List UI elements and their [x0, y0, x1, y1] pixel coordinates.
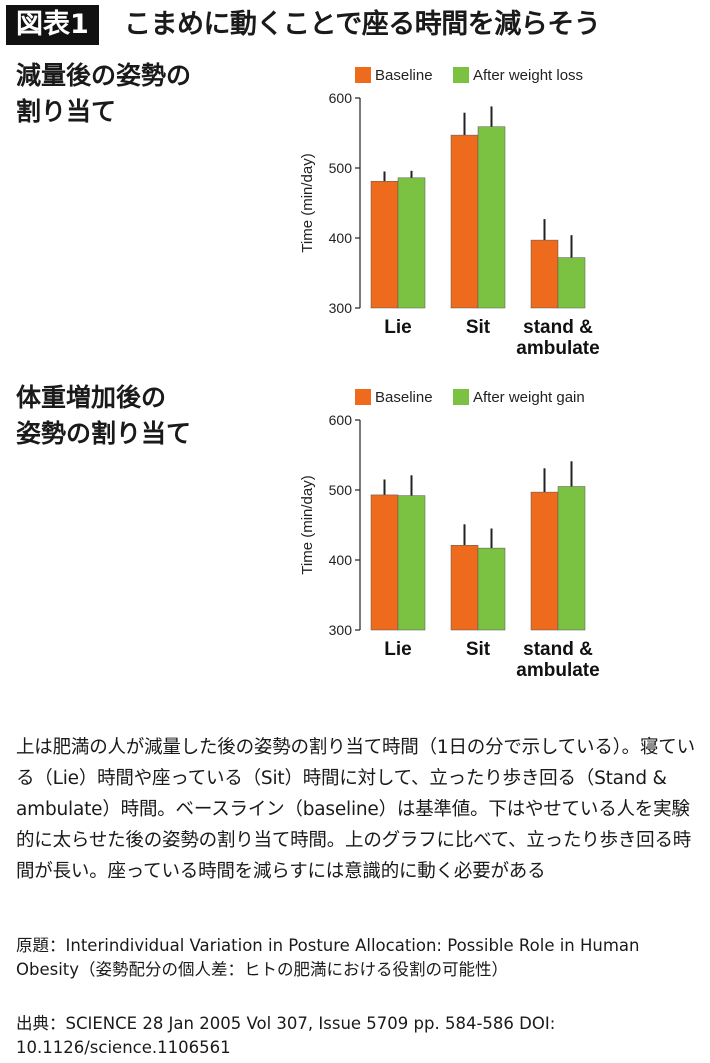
bar-0-1 [450, 545, 479, 631]
bar-1-0 [397, 177, 426, 309]
legend-label-1: After weight gain [473, 389, 585, 406]
figure-header: 図表1 こまめに動くことで座る時間を減らそう [0, 0, 710, 52]
bar-1-2 [557, 257, 586, 309]
y-tick-label-0: 300 [329, 300, 353, 316]
legend-swatch-0 [355, 67, 371, 83]
legend-swatch-0 [355, 389, 371, 405]
section-label-line: 体重増加後の [16, 383, 167, 412]
y-axis-title: Time (min/day) [299, 153, 316, 252]
bar-1-2 [557, 486, 586, 631]
bar-0-2 [530, 491, 559, 631]
legend-label-0: Baseline [375, 389, 433, 406]
bar-0-0 [370, 181, 399, 309]
category-label-2-0: stand & [523, 317, 593, 338]
bar-0-2 [530, 239, 559, 309]
bar-0-0 [370, 494, 399, 631]
category-label-2-0: stand & [523, 639, 593, 660]
y-axis-title: Time (min/day) [299, 475, 316, 574]
section-label-weight-loss: 減量後の姿勢の 割り当て [16, 58, 266, 130]
y-tick-label-3: 600 [329, 412, 353, 428]
legend-swatch-1 [453, 389, 469, 405]
category-label-1-0: Sit [466, 639, 491, 660]
category-label-2-1: ambulate [516, 660, 599, 680]
category-label-1-0: Sit [466, 317, 491, 338]
legend-label-0: Baseline [375, 67, 433, 84]
section-label-line: 減量後の姿勢の [16, 61, 192, 90]
category-label-2-1: ambulate [516, 338, 599, 358]
figure-caption: 上は肥満の人が減量した後の姿勢の割り当て時間（1日の分で示している）。寝ている（… [16, 737, 695, 882]
y-tick-label-3: 600 [329, 90, 353, 106]
y-tick-label-0: 300 [329, 622, 353, 638]
bar-1-0 [397, 495, 426, 631]
section-label-line: 割り当て [16, 97, 117, 126]
figure-number-badge: 図表1 [6, 5, 99, 45]
source-original-title: 原題：Interindividual Variation in Posture … [16, 936, 640, 979]
chart-weight-gain-svg: Baseline After weight gain Time (min/day) 3… [299, 389, 600, 680]
section-label-line: 姿勢の割り当て [16, 419, 192, 448]
bar-0-1 [450, 134, 479, 309]
y-tick-label-1: 400 [329, 552, 353, 568]
y-tick-label-2: 500 [329, 160, 353, 176]
chart-weight-loss: Baseline After weight loss Time (min/day) 3… [290, 58, 710, 358]
source-citation: 出典：SCIENCE 28 Jan 2005 Vol 307, Issue 57… [16, 1014, 556, 1057]
chart-weight-loss-svg: Baseline After weight loss Time (min/day) 3… [299, 67, 600, 358]
y-tick-label-2: 500 [329, 482, 353, 498]
chart-weight-gain: Baseline After weight gain Time (min/day) 3… [290, 380, 710, 680]
legend-label-1: After weight loss [473, 67, 583, 84]
legend-swatch-1 [453, 67, 469, 83]
y-tick-label-1: 400 [329, 230, 353, 246]
bar-1-1 [477, 126, 506, 309]
category-label-0-0: Lie [384, 639, 411, 660]
figure-title: こまめに動くことで座る時間を減らそう [124, 9, 601, 40]
bar-1-1 [477, 547, 506, 631]
section-label-weight-gain: 体重増加後の 姿勢の割り当て [16, 380, 266, 452]
category-label-0-0: Lie [384, 317, 411, 338]
